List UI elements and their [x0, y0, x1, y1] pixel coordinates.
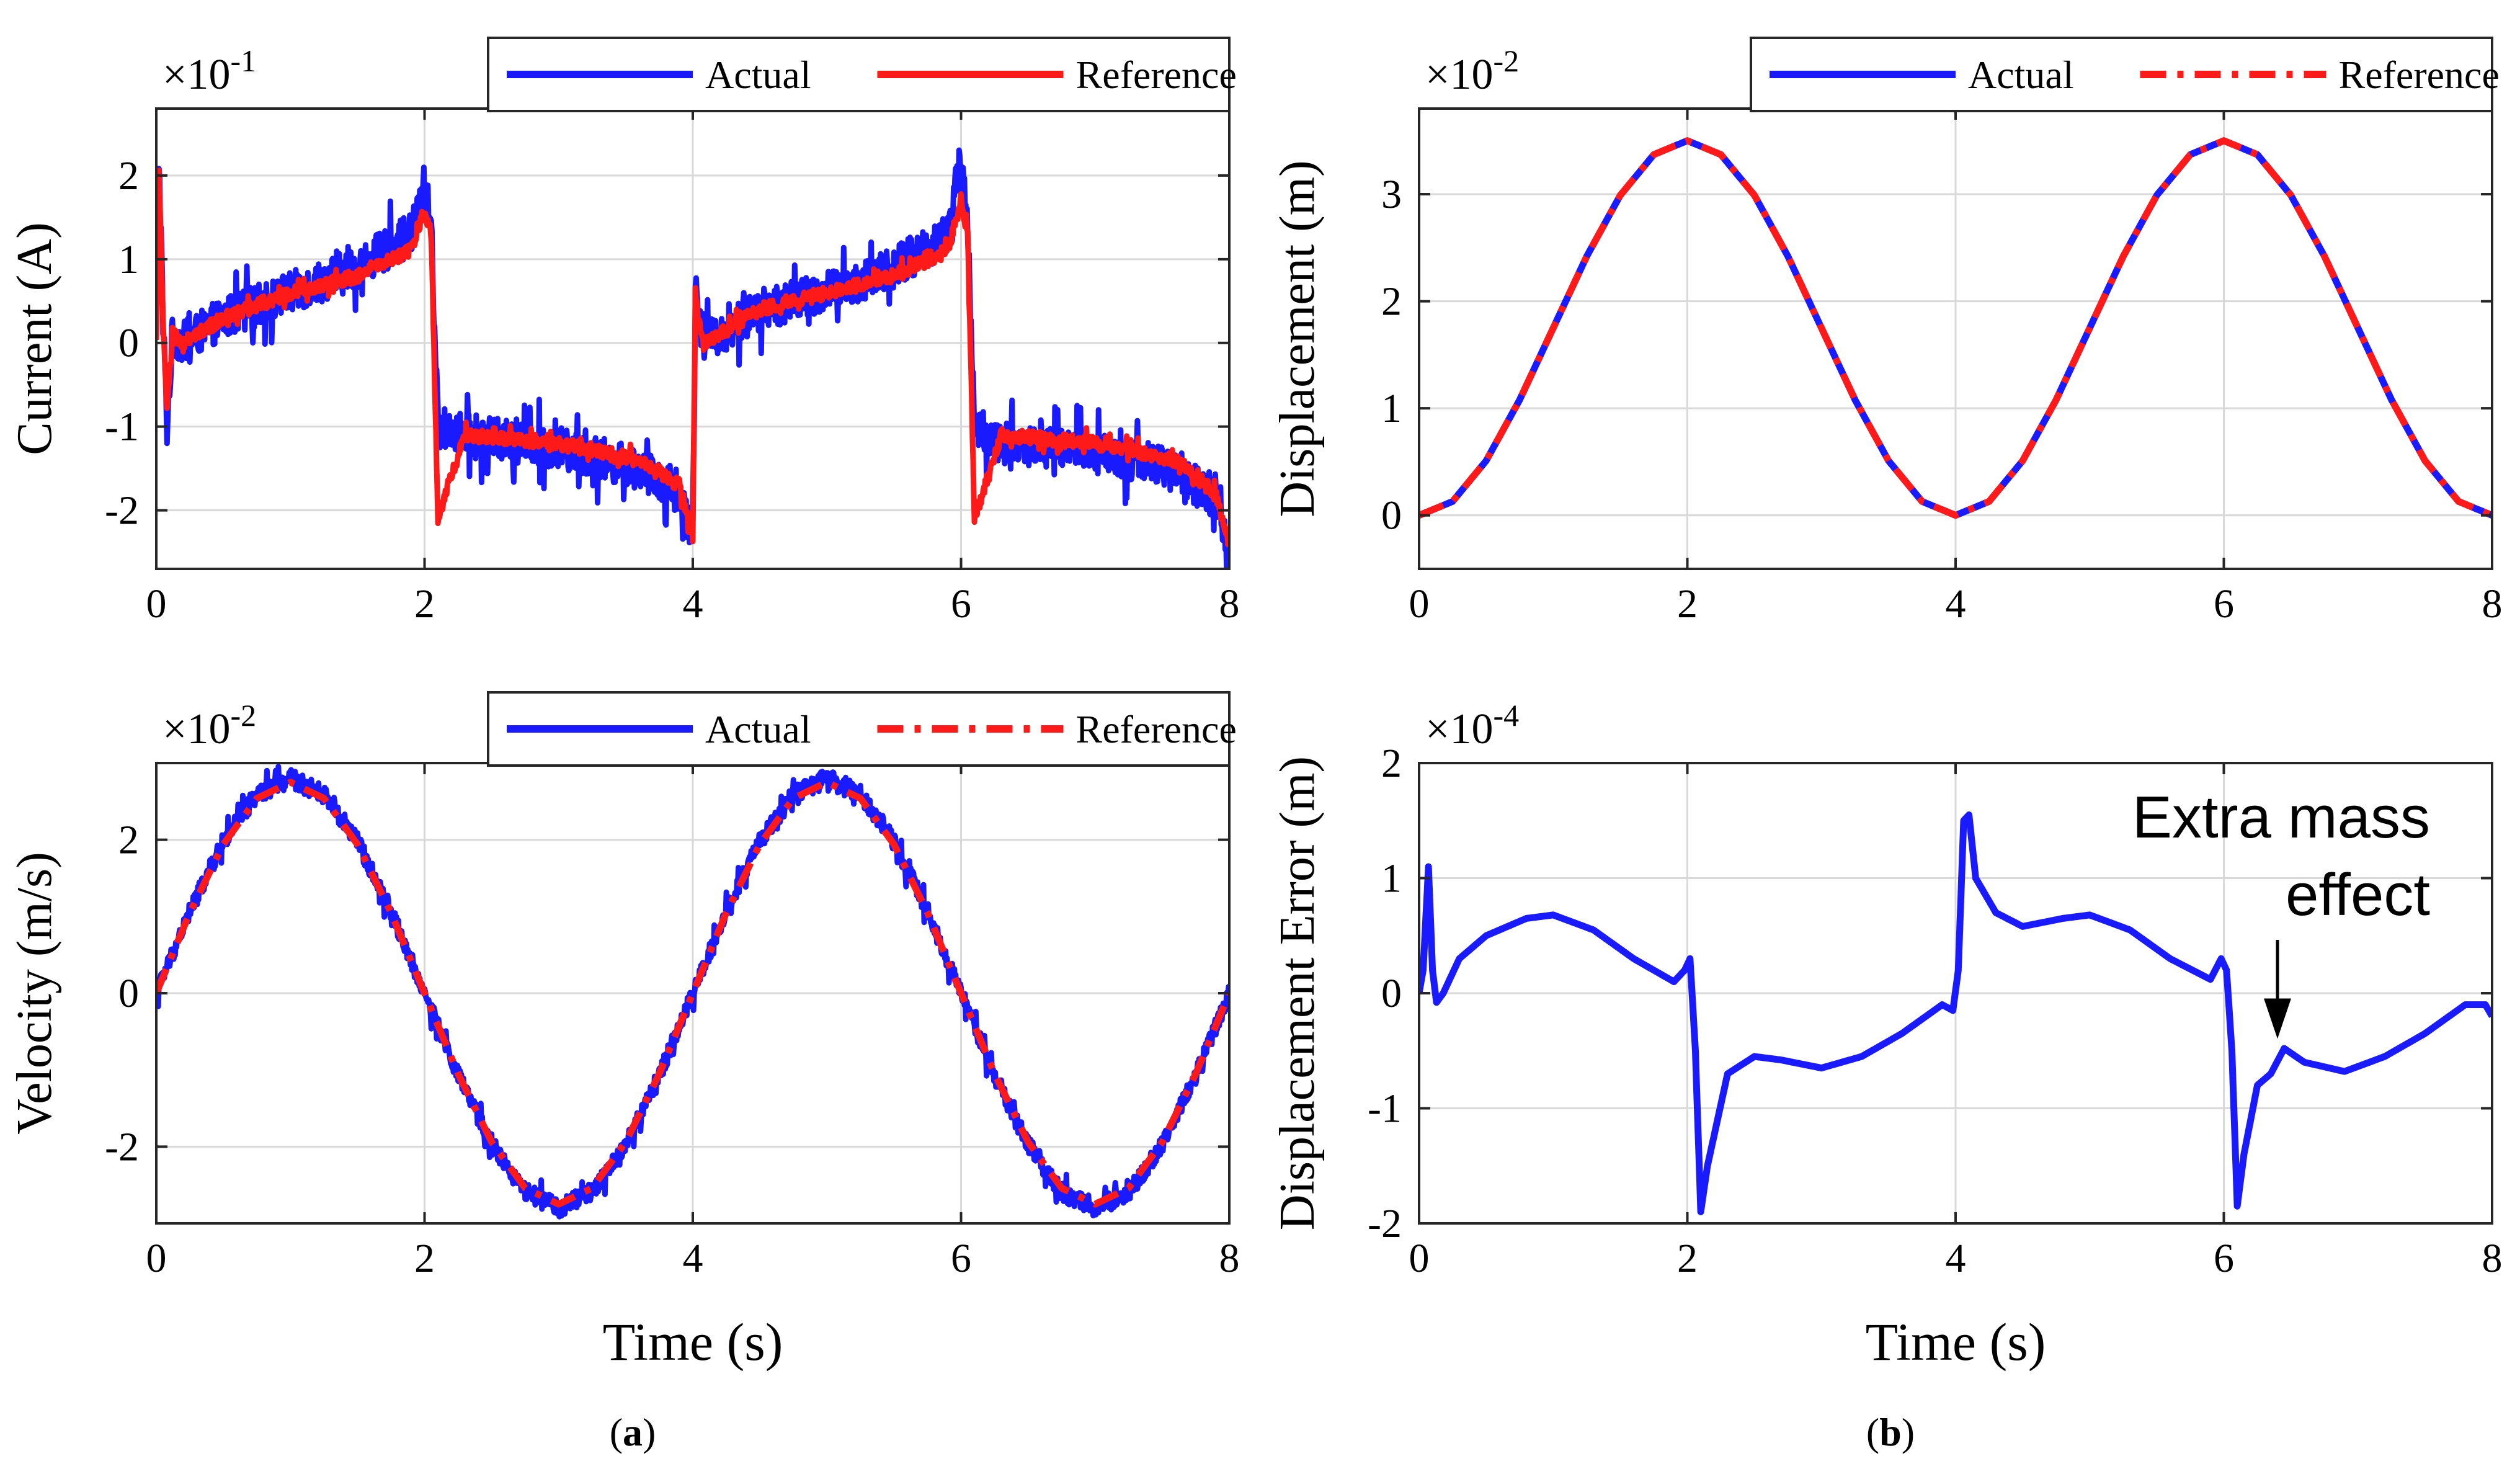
x-tick-label: 0	[1409, 1236, 1430, 1281]
y-tick-label: 1	[1381, 386, 1402, 431]
exponent-base: ×10	[163, 51, 230, 99]
exponent-base: ×10	[163, 705, 230, 753]
chart-displacement_error: 0 2 4 6 8 -2 -1 0 1 2 ×10-4 Displacement Error (m) T…	[1270, 698, 2503, 1372]
y-tick-label: -1	[1368, 1086, 1402, 1132]
series-line-reference	[156, 779, 1229, 1208]
panel-label-b-letter: b	[1879, 1410, 1902, 1454]
legend-label-actual: Actual	[1968, 53, 2074, 97]
x-tick-label: 2	[414, 1236, 435, 1281]
series-group	[156, 764, 1229, 1220]
x-tick-label: 8	[1219, 581, 1240, 627]
legend-label-actual: Actual	[705, 53, 811, 97]
chart-displacement: 0 2 4 6 8 0 1 2 3 ×10-2 Displacement (m) Actual Refe…	[1270, 37, 2503, 627]
y-tick-label: -2	[1368, 1201, 1402, 1246]
x-tick-label: 0	[146, 1236, 167, 1281]
x-tick-label: 2	[414, 581, 435, 627]
y-tick-label: 2	[1381, 279, 1402, 324]
y-tick-label: 2	[118, 818, 139, 863]
panel-label-a-letter: a	[623, 1410, 643, 1454]
annotation-line-2: effect	[2286, 862, 2430, 928]
panel-label-b: (b)	[1866, 1410, 1915, 1454]
x-tick-label: 0	[1409, 581, 1430, 627]
y-tick-label: 1	[1381, 856, 1402, 901]
x-tick-label: 6	[2214, 581, 2234, 627]
y-tick-label: 2	[118, 153, 139, 199]
y-tick-label: 1	[118, 237, 139, 282]
series-group	[156, 147, 1229, 569]
y-tick-label: -2	[105, 488, 139, 534]
x-tick-label: 8	[2482, 581, 2503, 627]
y-tick-label: -1	[105, 404, 139, 450]
y-axis-label: Current (A)	[7, 222, 62, 455]
y-axis-label: Velocity (m/s)	[7, 852, 62, 1134]
series-line-reference	[156, 168, 1229, 547]
y-tick-label: 0	[1381, 971, 1402, 1016]
legend-label-reference: Reference	[1076, 707, 1237, 751]
x-axis-label: Time (s)	[603, 1312, 783, 1372]
series-line-error	[1419, 811, 2492, 1215]
x-tick-label: 4	[1946, 581, 1966, 627]
y-exponent-label: ×10-2	[163, 698, 256, 753]
y-tick-label: 2	[1381, 741, 1402, 786]
x-tick-label: 4	[683, 581, 703, 627]
exponent-power: -2	[1493, 43, 1519, 78]
exponent-base: ×10	[1425, 51, 1493, 99]
y-exponent-label: ×10-2	[1425, 43, 1519, 99]
exponent-power: -4	[1493, 698, 1519, 733]
legend-label-reference: Reference	[1076, 53, 1237, 97]
x-tick-label: 2	[1677, 581, 1698, 627]
y-exponent-label: ×10-4	[1425, 698, 1519, 753]
legend: Actual Reference	[487, 691, 1237, 767]
x-tick-label: 2	[1677, 1236, 1698, 1281]
x-tick-label: 4	[1946, 1236, 1966, 1281]
x-tick-label: 8	[2482, 1236, 2503, 1281]
y-axis-label: Displacement (m)	[1270, 160, 1325, 517]
y-tick-label: 0	[1381, 493, 1402, 538]
x-tick-label: 6	[951, 1236, 971, 1281]
x-axis-label: Time (s)	[1866, 1312, 2046, 1372]
series-group	[1419, 137, 2492, 519]
exponent-power: -1	[230, 43, 256, 78]
legend: Actual Reference	[1750, 37, 2500, 112]
annotation: Extra mass effect	[2132, 784, 2430, 1039]
y-exponent-label: ×10-1	[163, 43, 256, 99]
series-group	[1419, 811, 2492, 1215]
exponent-base: ×10	[1425, 705, 1493, 753]
x-tick-label: 4	[683, 1236, 703, 1281]
x-tick-label: 0	[146, 581, 167, 627]
series-line-reference	[1419, 137, 2492, 519]
y-tick-label: -2	[105, 1124, 139, 1169]
panel-label-a: (a)	[610, 1410, 656, 1454]
x-tick-label: 6	[2214, 1236, 2234, 1281]
legend: Actual Reference	[487, 37, 1237, 112]
x-tick-label: 8	[1219, 1236, 1240, 1281]
annotation-line-1: Extra mass	[2132, 784, 2430, 851]
legend-label-reference: Reference	[2339, 53, 2500, 97]
y-axis-label: Displacement Error (m)	[1270, 756, 1325, 1230]
y-tick-label: 3	[1381, 172, 1402, 217]
legend-label-actual: Actual	[705, 707, 811, 751]
annotation-arrow-head	[2264, 998, 2291, 1039]
y-tick-label: 0	[118, 971, 139, 1016]
y-tick-label: 0	[118, 321, 139, 366]
exponent-power: -2	[230, 698, 256, 733]
x-tick-label: 6	[951, 581, 971, 627]
